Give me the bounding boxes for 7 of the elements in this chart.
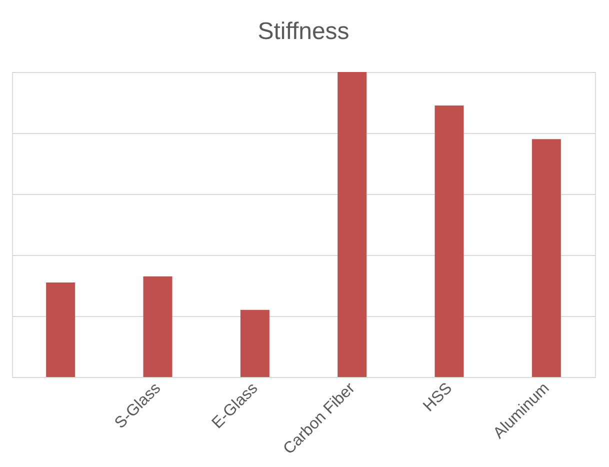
bar: [143, 276, 172, 377]
bar: [240, 310, 270, 377]
bar: [532, 139, 561, 377]
bar: [434, 106, 464, 377]
chart-title: Stiffness: [258, 18, 350, 45]
bar: [46, 282, 76, 377]
bar: [338, 72, 367, 377]
